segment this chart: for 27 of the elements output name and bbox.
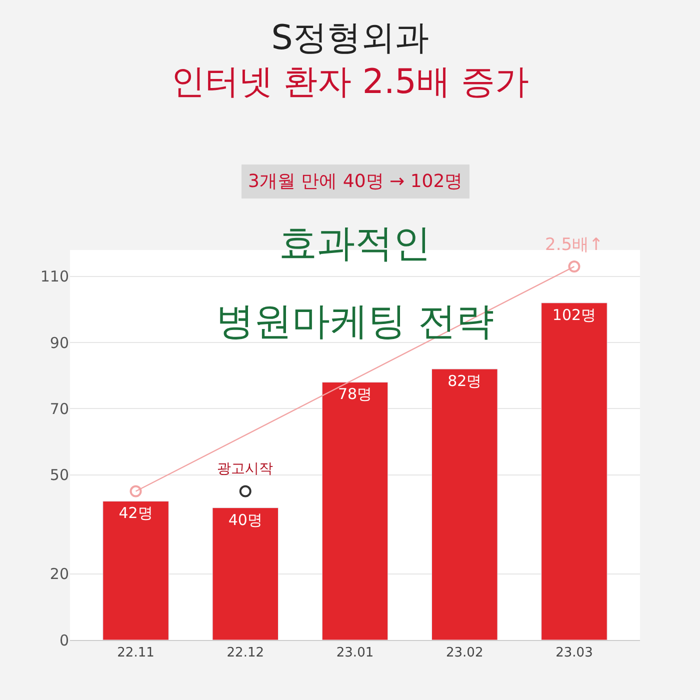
x-tick-label: 22.11	[117, 646, 154, 661]
data-label: 42명	[118, 504, 153, 522]
y-tick-label: 110	[40, 268, 69, 286]
x-tick-label: 22.12	[226, 646, 264, 661]
x-tick-label: 23.03	[556, 646, 593, 661]
annotation: 광고시작	[217, 461, 273, 477]
chart-subtitle: 3개월 만에 40명 → 102명	[248, 171, 463, 192]
annotation: 2.5배↑	[545, 235, 604, 255]
y-tick-label: 90	[50, 334, 69, 352]
x-tick-label: 23.02	[446, 646, 484, 661]
bar	[322, 382, 388, 640]
y-tick-label: 20	[50, 565, 69, 584]
chart-title: S정형외과 인터넷 환자 2.5배 증가	[170, 18, 530, 102]
bar	[212, 508, 279, 640]
data-label: 40명	[228, 510, 262, 529]
y-tick-label: 50	[50, 466, 69, 484]
data-label: 78명	[338, 385, 372, 404]
y-tick-label: 0	[59, 631, 69, 650]
annotation: 효과적인	[279, 221, 431, 265]
data-label: 82명	[448, 372, 482, 390]
bar	[541, 302, 608, 640]
x-tick-label: 23.01	[336, 646, 374, 661]
data-label: 102명	[552, 306, 596, 324]
bar	[431, 368, 498, 640]
y-tick-label: 70	[50, 400, 69, 418]
annotation: 병원마케팅 전략	[216, 299, 494, 343]
bar	[102, 500, 169, 640]
